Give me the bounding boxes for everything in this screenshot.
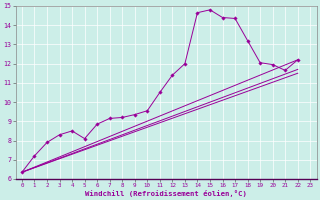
X-axis label: Windchill (Refroidissement éolien,°C): Windchill (Refroidissement éolien,°C) <box>85 190 247 197</box>
